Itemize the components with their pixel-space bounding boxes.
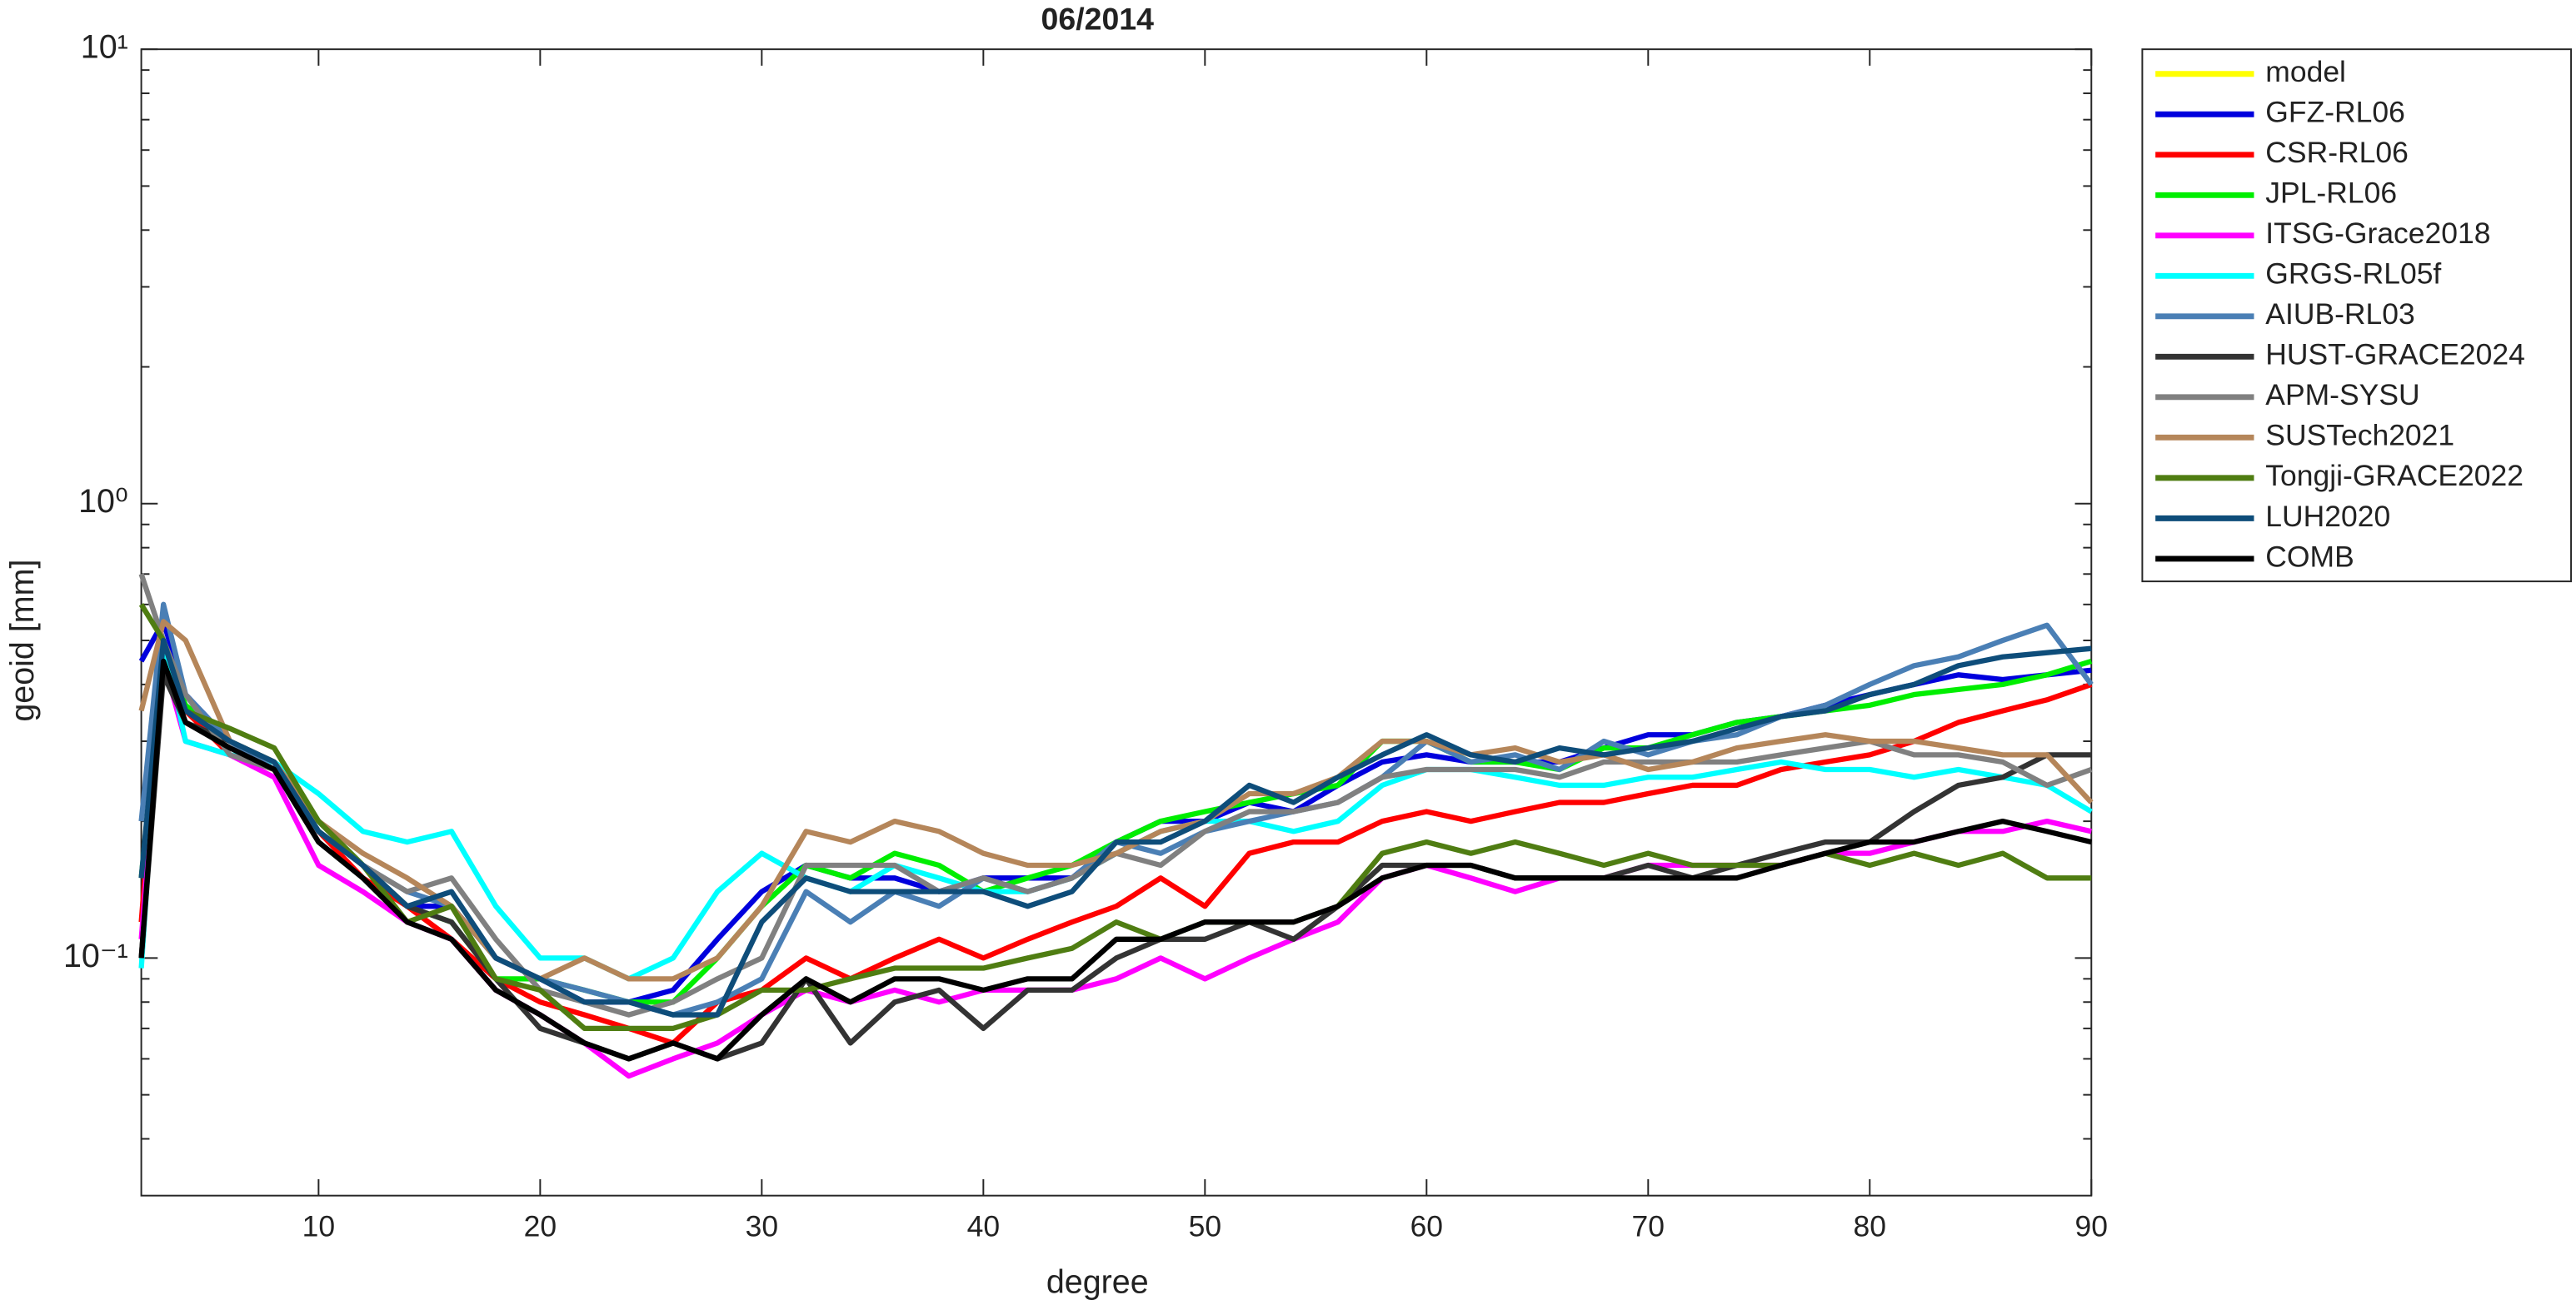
chart-title: 06/2014 bbox=[1041, 2, 1155, 37]
legend-label: AIUB-RL03 bbox=[2265, 297, 2414, 331]
x-tick-label: 10 bbox=[302, 1209, 335, 1243]
legend-label: APM-SYSU bbox=[2265, 378, 2419, 411]
series-line bbox=[138, 637, 2093, 1046]
legend-label: JPL-RL06 bbox=[2265, 177, 2397, 210]
series-line bbox=[138, 603, 2092, 1032]
legend-label: model bbox=[2265, 55, 2346, 88]
x-axis-label: degree bbox=[1046, 1264, 1149, 1301]
x-tick-label: 50 bbox=[1189, 1209, 1221, 1243]
series-line bbox=[138, 658, 2093, 1062]
legend-label: COMB bbox=[2265, 540, 2354, 573]
x-tick-label: 80 bbox=[1854, 1209, 1886, 1243]
plot-area bbox=[140, 48, 2093, 1197]
legend-label: HUST-GRACE2024 bbox=[2265, 338, 2525, 371]
y-tick-label: 10¹ bbox=[81, 29, 128, 66]
x-tick-label: 60 bbox=[1410, 1209, 1443, 1243]
legend-label: LUH2020 bbox=[2265, 500, 2390, 533]
legend-label: ITSG-Grace2018 bbox=[2265, 217, 2490, 250]
y-axis-label: geoid [mm] bbox=[4, 560, 41, 722]
legend-label: Tongji-GRACE2022 bbox=[2265, 459, 2524, 492]
legend-label: SUSTech2021 bbox=[2265, 419, 2454, 452]
legend-label: GFZ-RL06 bbox=[2265, 96, 2405, 129]
x-tick-label: 30 bbox=[746, 1209, 778, 1243]
x-tick-label: 70 bbox=[1632, 1209, 1665, 1243]
y-tick-label: 10⁻¹ bbox=[63, 938, 128, 974]
x-tick-label: 90 bbox=[2075, 1209, 2108, 1243]
legend-label: CSR-RL06 bbox=[2265, 136, 2409, 169]
x-tick-label: 40 bbox=[967, 1209, 1000, 1243]
x-tick-label: 20 bbox=[524, 1209, 557, 1243]
legend-label: GRGS-RL05f bbox=[2265, 257, 2441, 291]
series-line bbox=[138, 637, 2092, 1018]
y-tick-label: 10⁰ bbox=[78, 483, 128, 520]
series-line bbox=[138, 619, 2094, 982]
